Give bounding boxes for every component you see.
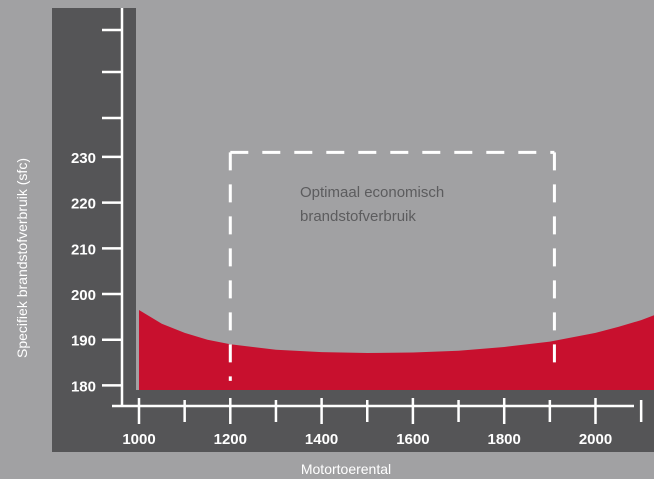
x-tick-label: 1600: [396, 431, 429, 448]
x-tick-label: 1400: [305, 431, 338, 448]
x-tick-label: 2000: [579, 431, 612, 448]
annotation-text-line: brandstofverbruik: [300, 208, 416, 225]
y-tick-label: 220: [71, 196, 96, 213]
x-axis-panel: [52, 390, 654, 452]
y-tick-label: 180: [71, 378, 96, 395]
x-axis-title: Motortoerental: [301, 461, 391, 477]
y-tick-label: 210: [71, 241, 96, 258]
y-tick-label: 190: [71, 333, 96, 350]
x-tick-label: 1800: [488, 431, 521, 448]
y-axis-title: Specifiek brandstofverbruik (sfc): [14, 158, 30, 358]
annotation-text-line: Optimaal economisch: [300, 184, 444, 201]
x-tick-label: 1000: [122, 431, 155, 448]
area-series-0: [139, 310, 654, 390]
x-tick-label: 1200: [214, 431, 247, 448]
y-tick-label: 200: [71, 287, 96, 304]
y-tick-label: 230: [71, 150, 96, 167]
